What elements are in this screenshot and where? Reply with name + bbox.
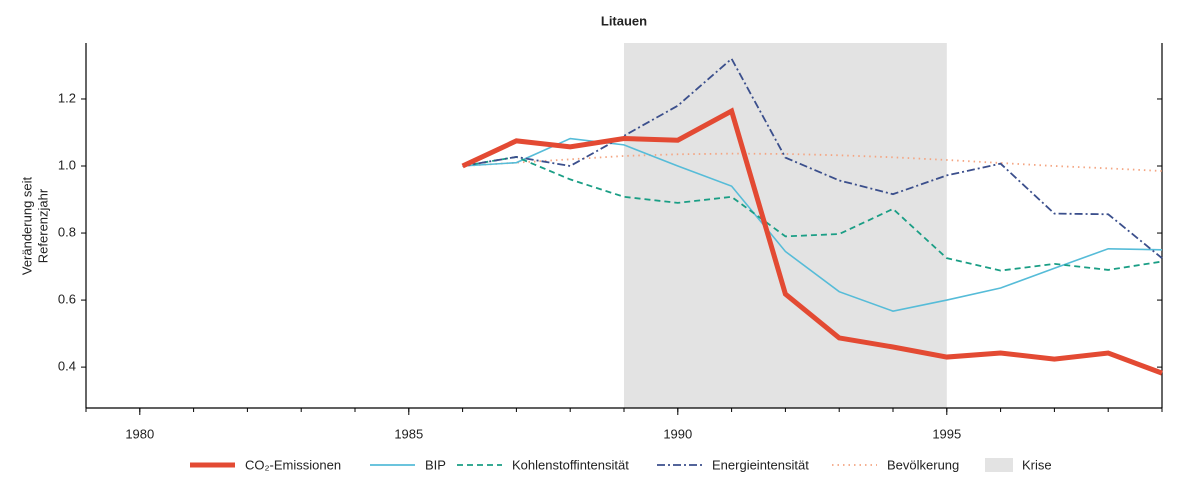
x-tick-label: 1980: [125, 426, 154, 441]
crisis-band: [624, 43, 947, 408]
series-line: [462, 57, 1163, 259]
legend-label: Bevölkerung: [887, 457, 959, 472]
y-axis-label: Referenzjahr: [35, 188, 50, 263]
y-axis-label: Veränderung seit: [19, 176, 34, 275]
y-tick-label: 0.8: [58, 224, 76, 239]
y-tick-label: 1.2: [58, 90, 76, 105]
legend-label: Kohlenstoffintensität: [512, 457, 629, 472]
legend-label: BIP: [425, 457, 446, 472]
legend-label: CO₂-Emissionen: [245, 457, 341, 472]
legend-label: Energieintensität: [712, 457, 809, 472]
x-tick-label: 1985: [394, 426, 423, 441]
legend-swatch: [985, 458, 1013, 472]
x-tick-label: 1995: [932, 426, 961, 441]
series-line: [462, 156, 1163, 272]
y-tick-label: 0.6: [58, 292, 76, 307]
series-line: [462, 137, 1163, 312]
y-tick-label: 0.4: [58, 359, 76, 374]
series-line: [462, 152, 1163, 172]
legend-label: Krise: [1022, 457, 1052, 472]
x-tick-label: 1990: [663, 426, 692, 441]
y-tick-label: 1.0: [58, 157, 76, 172]
series-line: [461, 107, 1163, 376]
chart-title: Litauen: [601, 13, 647, 28]
